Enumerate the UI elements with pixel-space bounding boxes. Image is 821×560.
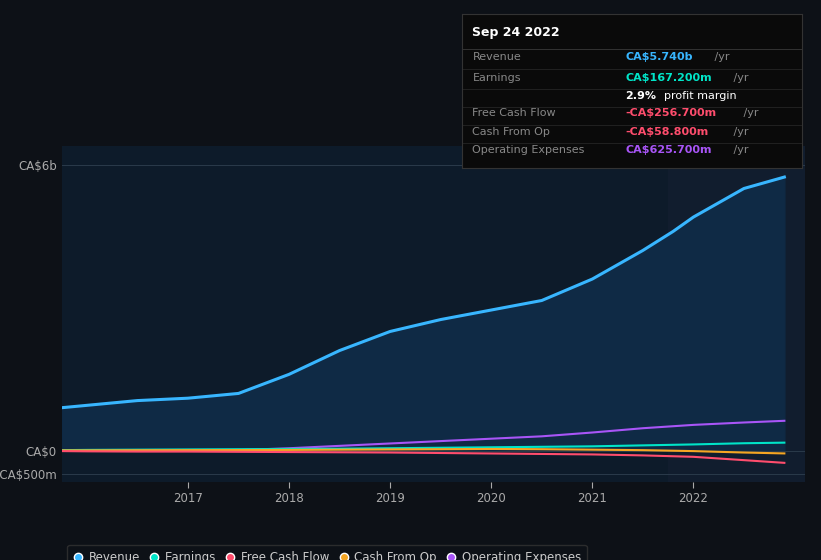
Text: Revenue: Revenue bbox=[472, 52, 521, 62]
Text: Earnings: Earnings bbox=[472, 73, 521, 83]
Text: Cash From Op: Cash From Op bbox=[472, 127, 550, 137]
Text: -CA$256.700m: -CA$256.700m bbox=[626, 108, 717, 118]
Text: /yr: /yr bbox=[730, 73, 749, 83]
Text: CA$167.200m: CA$167.200m bbox=[626, 73, 712, 83]
Text: Sep 24 2022: Sep 24 2022 bbox=[472, 26, 560, 39]
Text: Operating Expenses: Operating Expenses bbox=[472, 145, 585, 155]
Text: /yr: /yr bbox=[711, 52, 730, 62]
Text: profit margin: profit margin bbox=[664, 91, 737, 101]
Text: -CA$58.800m: -CA$58.800m bbox=[626, 127, 709, 137]
Text: /yr: /yr bbox=[730, 145, 749, 155]
Text: CA$5.740b: CA$5.740b bbox=[626, 52, 693, 62]
Bar bbox=[668, 146, 805, 482]
Text: /yr: /yr bbox=[740, 108, 758, 118]
Text: CA$625.700m: CA$625.700m bbox=[626, 145, 712, 155]
Text: 2.9%: 2.9% bbox=[626, 91, 656, 101]
Legend: Revenue, Earnings, Free Cash Flow, Cash From Op, Operating Expenses: Revenue, Earnings, Free Cash Flow, Cash … bbox=[67, 545, 587, 560]
Text: Free Cash Flow: Free Cash Flow bbox=[472, 108, 556, 118]
Text: /yr: /yr bbox=[730, 127, 749, 137]
